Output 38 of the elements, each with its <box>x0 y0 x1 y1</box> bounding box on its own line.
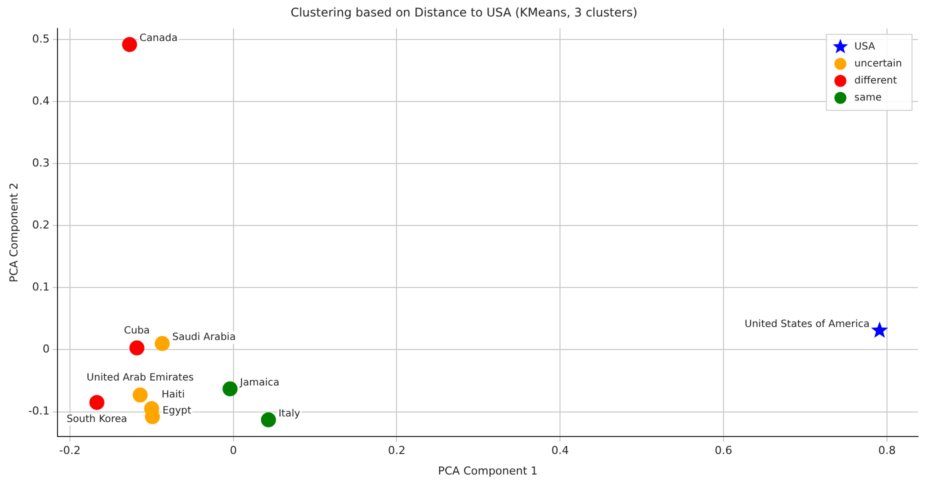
annotation: Jamaica <box>239 377 280 388</box>
annotation: Haiti <box>162 389 185 400</box>
legend-label: uncertain <box>854 58 902 70</box>
point <box>129 340 144 356</box>
annotation: Canada <box>140 33 178 44</box>
y-tick-label: 0.3 <box>32 156 50 170</box>
legend-label: same <box>854 92 882 104</box>
point <box>89 394 104 410</box>
x-tick-label: 0.2 <box>388 444 406 458</box>
x-tick-label: 0.4 <box>551 444 569 458</box>
annotation: South Korea <box>66 414 128 426</box>
y-tick-label: 0 <box>42 342 50 356</box>
legend-label: USA <box>854 41 876 52</box>
x-tick-label: -0.2 <box>59 444 81 458</box>
x-tick-label: 0 <box>230 444 237 458</box>
point <box>132 388 148 403</box>
y-tick-label: -0.1 <box>28 404 50 418</box>
x-axis-title: PCA Component 1 <box>438 464 538 478</box>
annotation: United Arab Emirates <box>86 372 194 384</box>
point <box>154 336 170 352</box>
y-tick-label: 0.5 <box>32 32 50 46</box>
annotation: Egypt <box>162 405 192 416</box>
point <box>122 37 138 52</box>
chart-title: Clustering based on Distance to USA (KMeans, 3 clusters) <box>290 5 638 20</box>
point <box>260 412 276 428</box>
annotation: United States of America <box>744 319 870 330</box>
x-tick-label: 0.8 <box>878 444 896 458</box>
y-tick-label: 0.4 <box>32 94 50 108</box>
y-tick-label: 0.1 <box>32 280 50 294</box>
annotation: Cuba <box>124 325 150 336</box>
point <box>222 381 238 396</box>
annotation: Italy <box>278 408 300 420</box>
y-axis-title: PCA Component 2 <box>7 182 20 282</box>
legend-label: different <box>854 75 897 86</box>
x-tick-label: 0.6 <box>714 444 732 458</box>
y-tick-label: 0.2 <box>32 218 50 232</box>
point <box>871 322 888 338</box>
annotation: Saudi Arabia <box>172 332 236 344</box>
